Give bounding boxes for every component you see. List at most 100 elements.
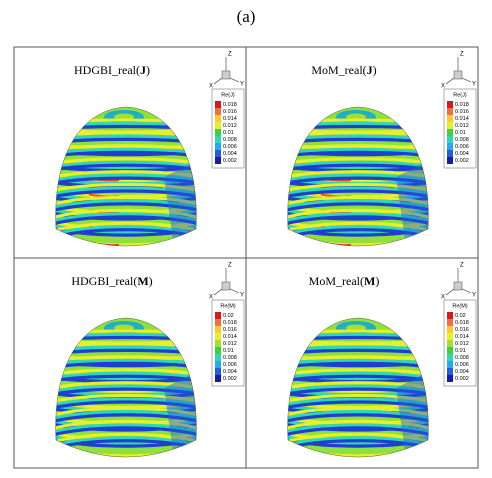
title-bold: J bbox=[367, 63, 373, 77]
stripe-yellow bbox=[287, 432, 429, 457]
triad-axis bbox=[213, 288, 223, 296]
stripe-red bbox=[89, 259, 119, 261]
stripe-blue bbox=[287, 189, 429, 221]
axis-label: Y bbox=[472, 293, 476, 299]
stripe-cyan bbox=[55, 212, 197, 246]
legend-swatch bbox=[447, 312, 453, 319]
stripe-yellow bbox=[55, 157, 197, 182]
stripe-yellow bbox=[287, 208, 429, 246]
axis-triad: Z X Y bbox=[441, 263, 476, 301]
axis-label: Z bbox=[228, 263, 232, 269]
stripe-blue bbox=[55, 426, 197, 457]
legend-tick-label: 0.002 bbox=[223, 158, 237, 164]
triad-cube bbox=[221, 281, 231, 291]
axis-label: Z bbox=[460, 52, 464, 58]
dome bbox=[55, 107, 197, 261]
legend-swatch bbox=[215, 333, 221, 340]
panel-title: MoM_real(J) bbox=[311, 63, 376, 77]
axis-label: X bbox=[441, 84, 445, 90]
legend-swatch bbox=[215, 108, 221, 115]
figure-label: (a) bbox=[237, 7, 256, 26]
legend-tick-label: 0.004 bbox=[223, 369, 237, 375]
legend-swatch bbox=[447, 129, 453, 136]
legend-tick-label: 0.014 bbox=[223, 334, 237, 340]
legend: Re(J)0.0180.0160.0140.0120.010.0080.0060… bbox=[443, 88, 477, 169]
legend-swatch bbox=[215, 157, 221, 164]
triad-axis bbox=[445, 288, 455, 296]
stripe-blue bbox=[55, 228, 197, 246]
legend-tick-label: 0.01 bbox=[455, 348, 466, 354]
legend-swatch bbox=[447, 347, 453, 354]
axis-triad: Z X Y bbox=[209, 52, 244, 90]
legend-swatch bbox=[447, 340, 453, 347]
legend-swatch bbox=[215, 129, 221, 136]
legend-tick-label: 0.01 bbox=[223, 348, 234, 354]
legend: Re(J)0.0180.0160.0140.0120.010.0080.0060… bbox=[211, 88, 245, 169]
stripe-yellow bbox=[55, 432, 197, 457]
stripe-blue bbox=[287, 348, 429, 368]
legend-tick-label: 0.018 bbox=[223, 102, 237, 108]
legend-swatch bbox=[215, 368, 221, 375]
legend-swatch bbox=[215, 122, 221, 129]
title-text: HDGBI_real( bbox=[71, 274, 137, 288]
axis-label: Y bbox=[240, 293, 244, 299]
legend-title: Re(J) bbox=[221, 92, 235, 98]
legend-title: Re(J) bbox=[453, 92, 467, 98]
triad-cube bbox=[453, 281, 463, 291]
stripe-blue bbox=[55, 413, 197, 448]
axis-label: Z bbox=[228, 52, 232, 58]
legend-tick-label: 0.012 bbox=[455, 341, 469, 347]
title-text: ) bbox=[375, 274, 379, 288]
title-text: ) bbox=[373, 63, 377, 77]
legend-swatch bbox=[447, 136, 453, 143]
legend-swatch bbox=[447, 108, 453, 115]
legend-tick-label: 0.008 bbox=[455, 137, 469, 143]
legend-tick-label: 0.014 bbox=[455, 334, 469, 340]
stripe-yellow bbox=[287, 368, 429, 393]
stripe-cyan bbox=[287, 423, 429, 457]
stripe-blue bbox=[287, 413, 429, 448]
legend-tick-label: 0.008 bbox=[455, 355, 469, 361]
axis-label: Z bbox=[460, 263, 464, 269]
dome bbox=[55, 318, 197, 457]
stripe-cyan bbox=[287, 225, 429, 246]
legend-tick-label: 0.02 bbox=[455, 313, 466, 319]
legend-tick-label: 0.016 bbox=[223, 327, 237, 333]
legend-swatch bbox=[215, 354, 221, 361]
legend-tick-label: 0.016 bbox=[455, 109, 469, 115]
dome bbox=[287, 318, 429, 457]
stripe-blue bbox=[287, 228, 429, 246]
legend-tick-label: 0.002 bbox=[223, 376, 237, 382]
legend-tick-label: 0.02 bbox=[223, 313, 234, 319]
stripe-cyan bbox=[287, 436, 429, 457]
stripe-cyan bbox=[287, 199, 429, 234]
legend-swatch bbox=[215, 136, 221, 143]
triad-axis bbox=[461, 77, 472, 83]
stripe-blue bbox=[287, 215, 429, 246]
title-text: MoM_real( bbox=[311, 63, 366, 77]
dome-outline bbox=[287, 317, 429, 458]
title-bold: M bbox=[364, 274, 375, 288]
legend-swatch bbox=[215, 319, 221, 326]
legend-title: Re(M) bbox=[452, 303, 467, 309]
axis-label: Y bbox=[472, 82, 476, 88]
stripe-yellow bbox=[55, 221, 197, 246]
legend-swatch bbox=[215, 326, 221, 333]
legend: Re(M)0.020.0180.0160.0140.0120.010.0080.… bbox=[443, 299, 477, 387]
stripe-blue bbox=[287, 202, 429, 237]
legend-tick-label: 0.012 bbox=[223, 123, 237, 129]
stripe-blue bbox=[55, 215, 197, 246]
legend-swatch bbox=[447, 368, 453, 375]
stripe-blue bbox=[55, 439, 197, 457]
stripe-blue bbox=[55, 202, 197, 237]
legend-swatch bbox=[447, 115, 453, 122]
legend-title: Re(M) bbox=[220, 303, 235, 309]
legend-tick-label: 0.016 bbox=[223, 109, 237, 115]
axis-label: Y bbox=[240, 82, 244, 88]
stripe-red bbox=[321, 259, 351, 261]
stripe-cyan bbox=[55, 225, 197, 246]
triad-axis bbox=[213, 77, 223, 85]
legend-tick-label: 0.004 bbox=[455, 369, 469, 375]
legend-tick-label: 0.012 bbox=[455, 123, 469, 129]
dome-outline bbox=[287, 106, 429, 247]
